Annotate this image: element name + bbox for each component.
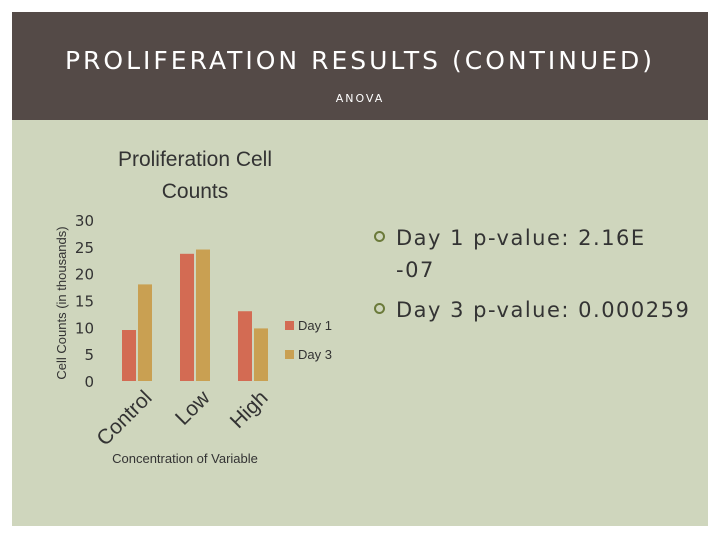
y-tick-label: 15 [75,293,94,311]
results-list: Day 1 p-value: 2.16E -07 Day 3 p-value: … [372,222,692,334]
legend-swatch [285,321,294,330]
y-tick-label: 0 [84,373,94,391]
result-item-day3: Day 3 p-value: 0.000259 [372,294,692,326]
slide-subtitle: ANOVA [335,92,385,105]
legend-swatch [285,350,294,359]
y-axis-label: Cell Counts (in thousands) [54,226,69,379]
x-tick-label: Control [92,386,156,450]
result-item-day1: Day 1 p-value: 2.16E -07 [372,222,692,286]
chart-title-line-2: Counts [162,180,229,203]
result-label: Day 3 p-value: [396,298,570,322]
bar-day-3-low [196,249,210,381]
legend-label: Day 1 [298,318,332,333]
result-value: 0.000259 [578,298,691,322]
slide: PROLIFERATION RESULTS (CONTINUED) ANOVA [12,12,708,526]
bar-day-1-control [122,330,136,381]
y-tick-label: 20 [75,266,94,284]
y-tick-label: 25 [75,239,94,257]
result-label: Day 1 p-value: [396,226,570,250]
x-axis-label: Concentration of Variable [112,451,258,466]
bar-day-1-low [180,253,194,381]
y-tick-label: 10 [75,319,94,337]
result-value: 2.16E -07 [396,226,646,282]
bullet-circle-icon [374,231,385,242]
bar-day-3-high [254,328,268,381]
slide-header: PROLIFERATION RESULTS (CONTINUED) ANOVA [12,12,708,120]
bullet-circle-icon [374,303,385,314]
x-tick-label: High [226,386,273,433]
bar-day-3-control [138,284,152,381]
chart-title-line-1: Proliferation Cell [118,148,272,171]
legend-label: Day 3 [298,347,332,362]
y-tick-label: 5 [84,346,94,364]
y-tick-label: 30 [75,212,94,230]
bar-day-1-high [238,311,252,381]
slide-title: PROLIFERATION RESULTS (CONTINUED) [64,46,656,75]
x-tick-label: Low [171,386,215,430]
